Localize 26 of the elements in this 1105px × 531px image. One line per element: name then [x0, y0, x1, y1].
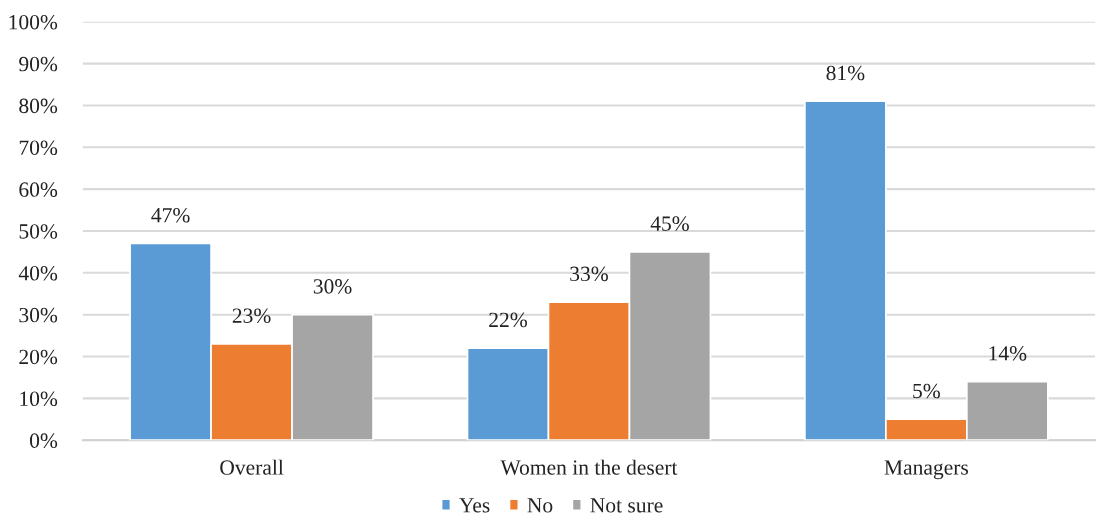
y-tick-label: 50%: [19, 224, 58, 239]
y-tick-label: 40%: [18, 265, 58, 281]
data-label: 47%: [151, 207, 190, 223]
data-label: 30%: [313, 279, 352, 294]
y-tick-label: 80%: [19, 98, 58, 114]
x-tick-label: Overall: [220, 459, 284, 475]
data-label: 33%: [570, 266, 608, 282]
x-tick-label: Managers: [884, 460, 969, 480]
legend-label: Not sure: [590, 498, 663, 513]
data-label: 14%: [989, 346, 1027, 361]
data-label: 81%: [826, 65, 865, 81]
data-label: 5%: [913, 383, 940, 399]
data-label: 45%: [650, 216, 689, 231]
y-tick-label: 90%: [19, 56, 58, 72]
y-tick-label: 0%: [30, 433, 58, 448]
y-tick-label: 70%: [19, 140, 58, 156]
y-tick-label: 10%: [20, 391, 58, 407]
x-tick-label: Women in the desert: [500, 459, 678, 475]
legend-label: Yes: [459, 498, 490, 513]
y-tick-label: 30%: [19, 307, 58, 323]
data-label: 23%: [232, 308, 271, 323]
data-label: 22%: [489, 312, 527, 328]
y-tick-label: 20%: [19, 349, 58, 365]
y-tick-label: 60%: [19, 182, 58, 197]
y-tick-label: 100%: [9, 14, 58, 30]
legend-label: No: [527, 498, 553, 513]
